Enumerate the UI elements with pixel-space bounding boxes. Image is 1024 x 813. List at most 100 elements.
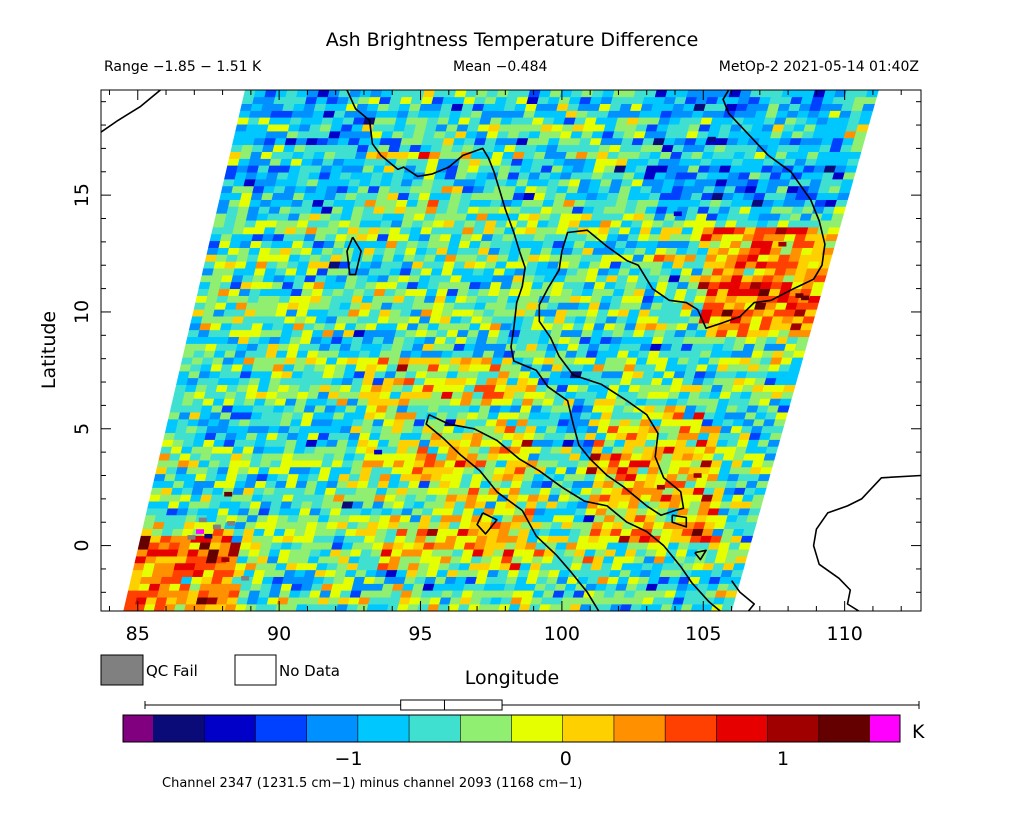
heatmap-cell: [803, 124, 817, 132]
heatmap-cell: [290, 542, 303, 550]
heatmap-cell: [515, 96, 529, 104]
heatmap-cell: [477, 165, 491, 173]
heatmap-cell: [682, 220, 696, 228]
heatmap-cell: [254, 439, 267, 447]
heatmap-cell: [535, 384, 549, 392]
heatmap-cell: [645, 124, 659, 132]
heatmap-cell: [456, 528, 470, 536]
heatmap-cell: [327, 432, 341, 440]
heatmap-cell: [283, 528, 297, 536]
heatmap-cell: [464, 418, 478, 427]
heatmap-cell: [568, 453, 582, 461]
heatmap-cell: [406, 281, 420, 290]
heatmap-cell: [387, 357, 401, 365]
heatmap-cell: [534, 466, 548, 475]
heatmap-cell: [583, 549, 597, 557]
heatmap-cell: [396, 446, 409, 454]
heatmap-cell: [447, 281, 461, 290]
heatmap-cell: [248, 590, 261, 598]
heatmap-cell: [503, 309, 517, 317]
heatmap-cell: [298, 254, 312, 262]
heatmap-cell: [627, 501, 641, 509]
heatmap-cell: [364, 240, 378, 248]
heatmap-cell: [585, 192, 599, 200]
coastline: [425, 414, 600, 611]
heatmap-cell: [312, 151, 326, 159]
heatmap-cell: [226, 295, 240, 303]
heatmap-cell: [533, 110, 547, 118]
heatmap-cell: [650, 144, 664, 152]
heatmap-cell: [578, 336, 592, 344]
heatmap-cell: [188, 322, 202, 331]
heatmap-cell: [525, 576, 539, 584]
heatmap-cell: [278, 590, 292, 598]
heatmap-cell: [744, 521, 758, 529]
heatmap-cell: [200, 405, 214, 413]
heatmap-cell: [139, 535, 152, 543]
outlier-cell: [693, 473, 702, 478]
heatmap-cell: [427, 240, 440, 248]
heatmap-cell: [434, 336, 447, 344]
heatmap-cell: [424, 124, 438, 132]
heatmap-cell: [626, 274, 640, 283]
heatmap-cell: [356, 398, 370, 406]
heatmap-cell: [361, 377, 375, 386]
heatmap-cell: [406, 487, 419, 495]
heatmap-cell: [320, 418, 334, 427]
heatmap-cell: [370, 466, 384, 475]
heatmap-cell: [258, 549, 271, 557]
heatmap-cell: [613, 439, 627, 447]
heatmap-cell: [144, 514, 157, 523]
heatmap-cell: [525, 384, 538, 392]
heatmap-cell: [475, 535, 489, 543]
heatmap-cell: [487, 124, 501, 132]
heatmap-cell: [332, 535, 346, 543]
heatmap-cell: [401, 90, 415, 98]
heatmap-cell: [359, 220, 372, 228]
heatmap-cell: [429, 514, 443, 523]
heatmap-cell: [420, 309, 434, 317]
heatmap-cell: [570, 172, 583, 180]
heatmap-cell: [832, 96, 846, 104]
heatmap-cell: [489, 322, 503, 331]
heatmap-cell: [274, 90, 288, 98]
heatmap-cell: [399, 350, 413, 358]
heatmap-cell: [794, 343, 808, 351]
heatmap-cell: [354, 363, 368, 372]
heatmap-cell: [462, 507, 475, 516]
heatmap-cell: [421, 261, 435, 269]
heatmap-cell: [368, 473, 382, 482]
heatmap-cell: [412, 501, 426, 509]
heatmap-cell: [235, 302, 248, 310]
heatmap-cell: [263, 569, 276, 577]
heatmap-cell: [463, 96, 477, 104]
heatmap-cell: [177, 501, 191, 509]
heatmap-cell: [449, 315, 463, 324]
heatmap-cell: [351, 295, 364, 303]
heatmap-cell: [516, 535, 529, 543]
heatmap-cell: [468, 363, 482, 372]
heatmap-cell: [454, 459, 467, 468]
heatmap-cell: [501, 110, 515, 118]
heatmap-cell: [214, 432, 228, 440]
heatmap-cell: [475, 377, 489, 386]
heatmap-cell: [542, 315, 556, 324]
heatmap-cell: [265, 172, 279, 180]
heatmap-cell: [319, 295, 333, 303]
heatmap-cell: [172, 391, 186, 399]
heatmap-cell: [503, 466, 517, 475]
heatmap-cell: [334, 363, 347, 372]
heatmap-cell: [226, 597, 239, 605]
heatmap-cell: [402, 501, 416, 509]
heatmap-cell: [484, 96, 498, 104]
heatmap-cell: [207, 549, 220, 557]
heatmap-cell: [264, 480, 278, 488]
heatmap-cell: [460, 233, 473, 242]
heatmap-cell: [440, 226, 454, 235]
heatmap-cell: [633, 130, 647, 139]
heatmap-cell: [854, 130, 868, 139]
heatmap-cell: [407, 110, 420, 118]
heatmap-cell: [426, 158, 440, 166]
heatmap-cell: [225, 343, 239, 351]
heatmap-cell: [596, 350, 609, 358]
